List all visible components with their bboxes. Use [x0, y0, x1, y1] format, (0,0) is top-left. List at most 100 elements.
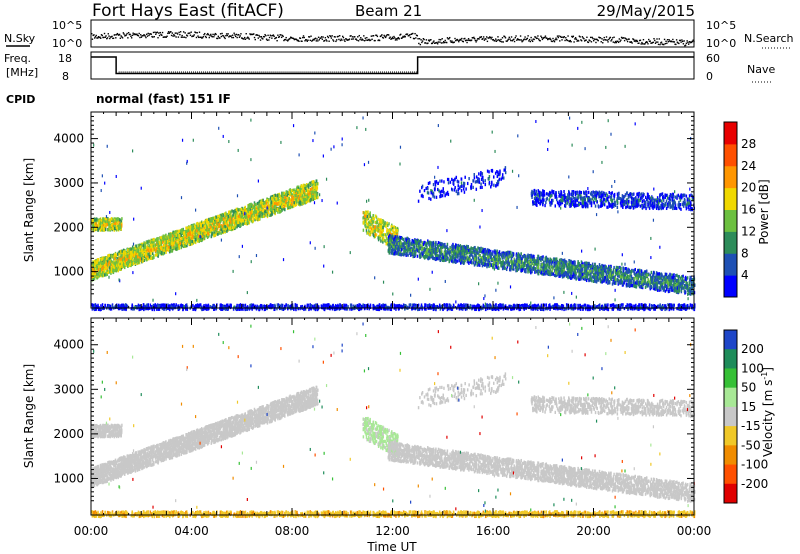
power-cell — [376, 228, 378, 231]
noise-dot — [576, 39, 577, 40]
noise-dot — [554, 41, 555, 42]
noise-dot — [607, 39, 608, 40]
noise-dot — [620, 39, 621, 40]
noise-dot — [575, 37, 576, 38]
noise-dot — [473, 37, 474, 38]
nave-dot — [227, 72, 228, 73]
noise-dot — [466, 42, 467, 43]
noise-dot — [421, 42, 422, 43]
power-cell — [254, 203, 256, 206]
noise-dot — [460, 39, 461, 40]
power-cell — [163, 249, 165, 252]
power-cell — [280, 197, 282, 200]
power-cell — [125, 252, 127, 255]
power-cell — [164, 237, 166, 240]
noise-dot — [128, 32, 129, 33]
power-cell — [380, 234, 382, 237]
noise-dot — [218, 36, 219, 37]
power-cell — [203, 229, 205, 232]
power-cell — [97, 229, 99, 232]
power-cell — [520, 252, 522, 255]
power-cell — [194, 226, 196, 229]
power-cell — [217, 233, 219, 236]
noise-dot — [107, 37, 108, 38]
power-cell — [373, 234, 375, 237]
power-cell — [251, 210, 253, 213]
power-cell — [274, 206, 276, 209]
noise-dot — [358, 40, 359, 41]
noise-dot — [393, 38, 394, 39]
noise-dot — [474, 38, 475, 39]
nave-dot — [318, 72, 319, 73]
power-cell — [137, 244, 139, 247]
noise-dot — [430, 39, 431, 40]
power-cell — [161, 240, 163, 243]
noise-dot — [381, 34, 382, 35]
noise-dot — [595, 39, 596, 40]
noise-dot — [194, 34, 195, 35]
power-cell — [123, 252, 125, 255]
power-cell — [283, 205, 285, 208]
power-cell — [104, 273, 106, 276]
noise-dot — [643, 39, 644, 40]
power-cell — [363, 221, 365, 224]
nave-dot — [392, 72, 393, 73]
noise-dot — [343, 37, 344, 38]
noise-dot — [400, 34, 401, 35]
noise-dot — [184, 36, 185, 37]
power-cell — [247, 208, 249, 211]
noise-dot — [243, 38, 244, 39]
power-cell — [115, 253, 117, 256]
noise-dot — [151, 33, 152, 34]
power-cell — [145, 254, 147, 257]
power-cell — [173, 247, 175, 250]
noise-dot — [692, 39, 693, 40]
noise-dot — [105, 35, 106, 36]
noise-dot — [138, 33, 139, 34]
power-cell — [190, 233, 192, 236]
power-cell — [119, 218, 121, 221]
noise-dot — [598, 40, 599, 41]
nave-dot — [209, 72, 210, 73]
noise-dot — [130, 36, 131, 37]
noise-dot — [530, 41, 531, 42]
power-cell — [94, 228, 96, 231]
power-cell — [213, 234, 215, 237]
noise-dot — [111, 36, 112, 37]
nave-dot — [141, 72, 142, 73]
noise-dot — [653, 38, 654, 39]
noise-dot — [157, 32, 158, 33]
power-cell — [111, 267, 113, 270]
noise-dot — [578, 40, 579, 41]
nave-dot — [408, 72, 409, 73]
power-cell — [157, 237, 159, 240]
noise-dot — [267, 40, 268, 41]
nave-dot — [267, 72, 268, 73]
noise-dot — [331, 37, 332, 38]
noise-dot — [606, 36, 607, 37]
power-cell — [192, 226, 194, 229]
power-cell — [98, 262, 100, 265]
noise-dot — [109, 38, 110, 39]
noise-dot — [513, 39, 514, 40]
noise-dot — [454, 42, 455, 43]
nave-dot — [179, 72, 180, 73]
noise-dot — [436, 42, 437, 43]
nave-dot — [340, 72, 341, 73]
nave-dot — [177, 72, 178, 73]
noise-dot — [240, 33, 241, 34]
power-cell — [159, 241, 161, 244]
power-cell — [362, 216, 364, 219]
power-cell — [121, 217, 123, 220]
noise-dot — [626, 39, 627, 40]
power-cell — [98, 224, 100, 227]
noise-dot — [661, 42, 662, 43]
power-cell — [222, 214, 224, 217]
noise-dot — [589, 40, 590, 41]
noise-dot — [153, 32, 154, 33]
nave-label: Nave — [747, 63, 775, 76]
power-cell — [192, 240, 194, 243]
noise-dot — [177, 33, 178, 34]
power-cell — [143, 247, 145, 250]
power-cell — [171, 250, 173, 253]
